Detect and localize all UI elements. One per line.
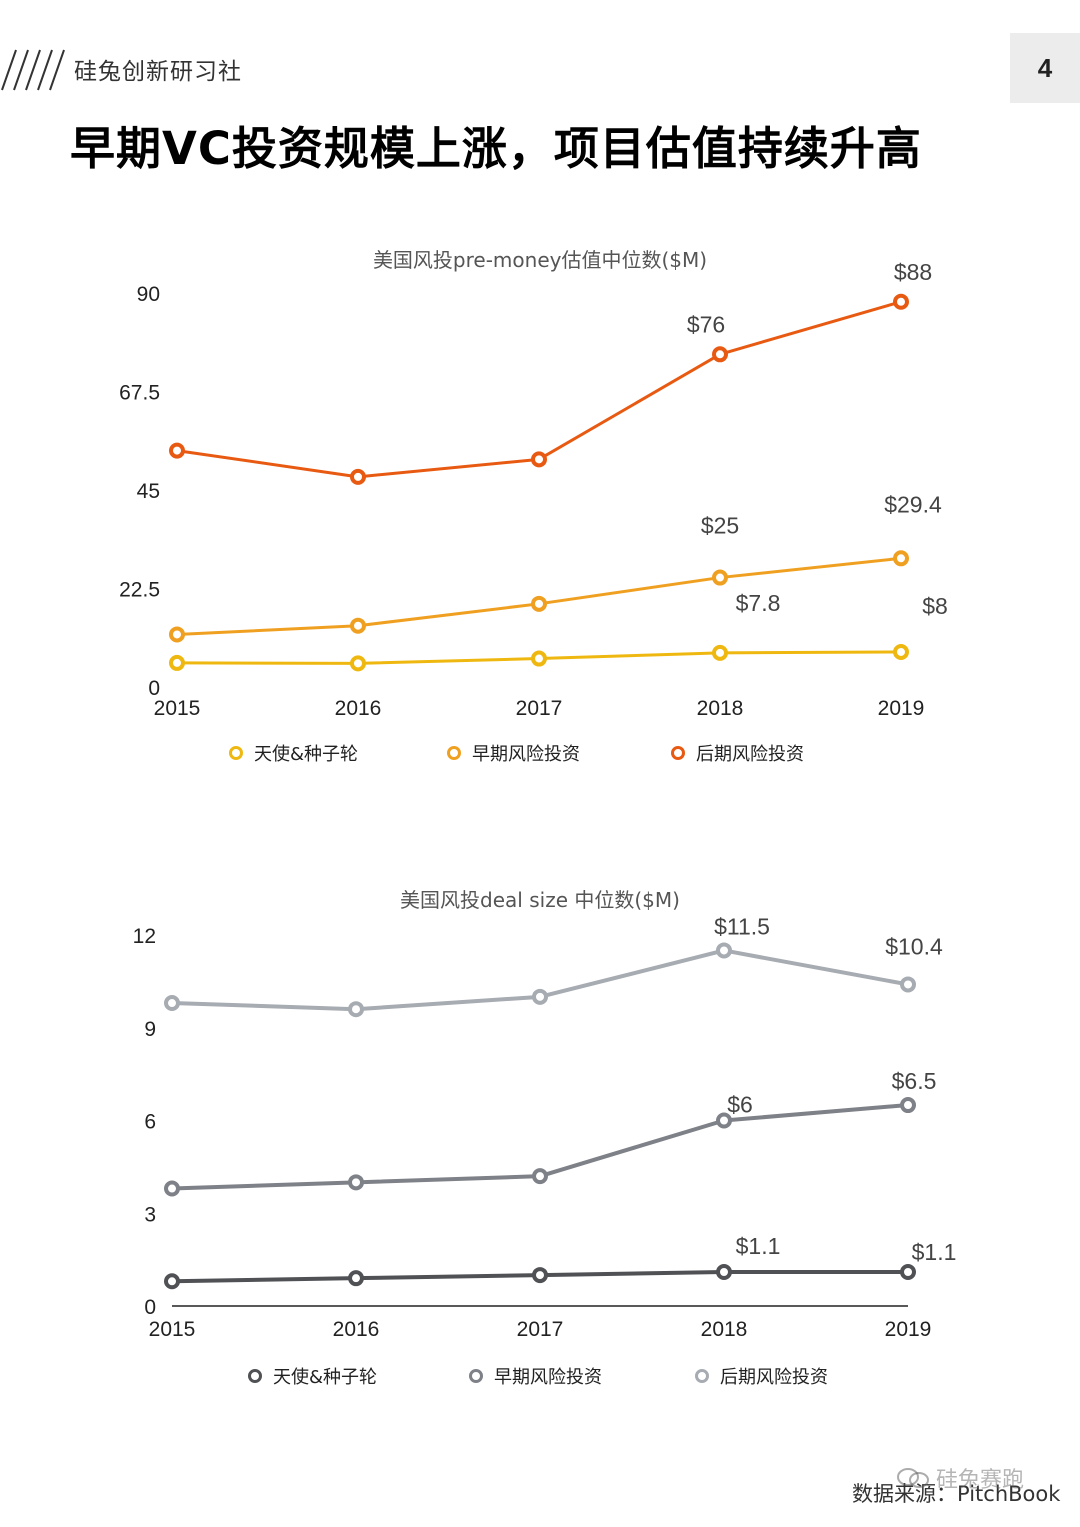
data-label: $6 — [727, 1092, 753, 1118]
data-point — [712, 644, 728, 661]
data-point — [712, 346, 728, 363]
data-point — [350, 655, 366, 672]
data-point — [532, 1168, 548, 1185]
data-point — [532, 1267, 548, 1284]
series-line — [176, 300, 902, 479]
data-point — [169, 442, 185, 459]
y-tick-label: 3 — [144, 1203, 156, 1226]
data-label: $10.4 — [885, 933, 943, 959]
x-tick-label: 2015 — [149, 1318, 196, 1341]
data-label: $25 — [701, 513, 739, 539]
data-point — [716, 1112, 732, 1129]
data-label: $29.4 — [884, 491, 942, 517]
data-point — [712, 569, 728, 586]
x-tick-label: 2016 — [335, 697, 382, 720]
data-point — [348, 1270, 364, 1287]
data-label: $8 — [922, 593, 948, 619]
data-label: $6.5 — [892, 1068, 937, 1094]
x-tick-label: 2015 — [154, 697, 201, 720]
data-source: 数据来源：PitchBook — [852, 1482, 1061, 1506]
watermark-text: 硅兔赛跑 — [936, 1468, 1025, 1493]
legend-marker — [447, 746, 461, 760]
data-label: $1.1 — [912, 1239, 957, 1265]
data-point — [164, 1273, 180, 1290]
x-tick-label: 2019 — [878, 697, 925, 720]
y-tick-label: 6 — [144, 1111, 156, 1134]
x-tick-label: 2018 — [697, 697, 744, 720]
data-point — [348, 1001, 364, 1018]
legend-label: 天使&种子轮 — [254, 744, 358, 765]
watermark: 硅兔赛跑 — [896, 1462, 1024, 1494]
legend-item: 天使&种子轮 — [229, 744, 358, 765]
data-point — [893, 293, 909, 310]
chart-svg: 美国风投pre-money估值中位数($M) 0 22.5 45 67.5 90 2015 2… — [119, 248, 948, 765]
data-point — [350, 617, 366, 634]
legend-marker — [671, 746, 685, 760]
chart-title: 美国风投pre-money估值中位数($M) — [373, 248, 707, 272]
data-point — [716, 942, 732, 959]
chart-title: 美国风投deal size 中位数($M) — [400, 888, 680, 912]
data-label: $1.1 — [736, 1233, 781, 1259]
legend-marker — [248, 1369, 262, 1383]
data-point — [716, 1263, 732, 1280]
legend-label: 天使&种子轮 — [273, 1367, 377, 1388]
data-point — [348, 1174, 364, 1191]
page-title: 早期VC投资规模上涨，项目估值持续升高 — [70, 122, 922, 175]
data-label: $88 — [894, 259, 932, 285]
page-number: 4 — [1010, 33, 1080, 103]
data-label: $11.5 — [714, 913, 770, 939]
data-point — [169, 626, 185, 643]
x-tick-label: 2019 — [885, 1318, 932, 1341]
x-tick-label: 2018 — [701, 1318, 748, 1341]
data-point — [532, 988, 548, 1005]
legend-item: 后期风险投资 — [695, 1367, 828, 1388]
y-tick-label: 12 — [133, 925, 156, 948]
legend-label: 早期风险投资 — [494, 1367, 602, 1388]
data-point — [893, 550, 909, 567]
data-point — [350, 468, 366, 485]
legend-item: 早期风险投资 — [447, 744, 580, 765]
data-point — [900, 976, 916, 993]
legend-item: 早期风险投资 — [469, 1367, 602, 1388]
legend-marker — [695, 1369, 709, 1383]
data-point — [169, 654, 185, 671]
data-point — [164, 1180, 180, 1197]
data-label: $7.8 — [736, 590, 781, 616]
data-point — [531, 451, 547, 468]
data-point — [531, 595, 547, 612]
deal-size-chart: 美国风投deal size 中位数($M) 0 3 6 9 12 2015 2016 2017 2… — [0, 870, 1080, 1430]
y-tick-label: 90 — [137, 283, 160, 306]
data-point — [900, 1097, 916, 1114]
y-tick-label: 67.5 — [119, 382, 160, 405]
data-point — [900, 1263, 916, 1280]
legend-marker — [469, 1369, 483, 1383]
chart-svg: 美国风投deal size 中位数($M) 0 3 6 9 12 2015 2016 2017 2… — [133, 888, 957, 1388]
legend-item: 后期风险投资 — [671, 744, 804, 765]
legend-marker — [229, 746, 243, 760]
x-tick-label: 2017 — [516, 697, 563, 720]
data-point — [531, 650, 547, 667]
brand-name: 硅兔创新研习社 — [74, 59, 242, 85]
y-tick-label: 9 — [144, 1018, 156, 1041]
data-point — [893, 643, 909, 660]
y-tick-label: 0 — [144, 1296, 156, 1319]
y-tick-label: 0 — [148, 677, 160, 700]
legend-label: 后期风险投资 — [696, 744, 804, 765]
legend-label: 后期风险投资 — [720, 1367, 828, 1388]
valuation-chart: 美国风投pre-money估值中位数($M) 0 22.5 45 67.5 90 2015 2… — [0, 230, 1080, 790]
x-tick-label: 2017 — [517, 1318, 564, 1341]
legend-label: 早期风险投资 — [472, 744, 580, 765]
hatch-decoration — [1, 49, 65, 91]
wechat-icon — [897, 1468, 929, 1488]
legend-item: 天使&种子轮 — [248, 1367, 377, 1388]
x-tick-label: 2016 — [333, 1318, 380, 1341]
data-point — [164, 995, 180, 1012]
y-tick-label: 45 — [137, 480, 160, 503]
y-tick-label: 22.5 — [119, 579, 160, 602]
data-label: $76 — [687, 311, 725, 337]
